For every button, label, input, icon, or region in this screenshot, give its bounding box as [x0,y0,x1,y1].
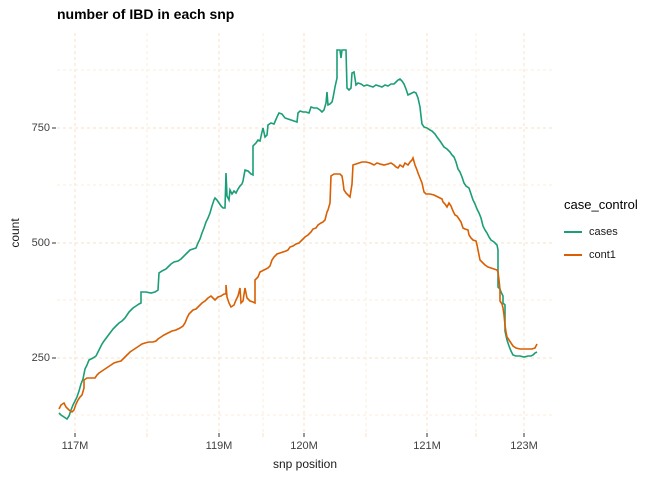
legend-title: case_control [564,197,638,212]
y-tick-label-250: 250 [31,352,50,364]
legend-entries: cases cont1 [564,220,638,266]
legend-label-cases: cases [589,225,618,238]
x-axis-title: snp position [272,457,338,471]
series-line-cont1 [58,155,538,414]
y-tick-label-750: 750 [31,122,50,134]
chart-title: number of IBD in each snp [57,6,235,22]
x-tick-label-119M: 119M [205,440,233,452]
legend-entry-cases: cases [564,220,638,243]
legend-key-line-cases [564,230,582,233]
legend-key-line-cont1 [564,253,582,256]
x-tick-label-117M: 117M [61,440,89,452]
series-line-cases [58,49,538,421]
legend: case_control cases cont1 [564,197,638,266]
legend-label-cont1: cont1 [589,248,616,261]
x-tick-label-121M: 121M [413,440,441,452]
y-tick-label-500: 500 [31,237,50,249]
x-tick-label-120M: 120M [290,440,318,452]
x-tick-label-123M: 123M [510,440,538,452]
legend-entry-cont1: cont1 [564,243,638,266]
